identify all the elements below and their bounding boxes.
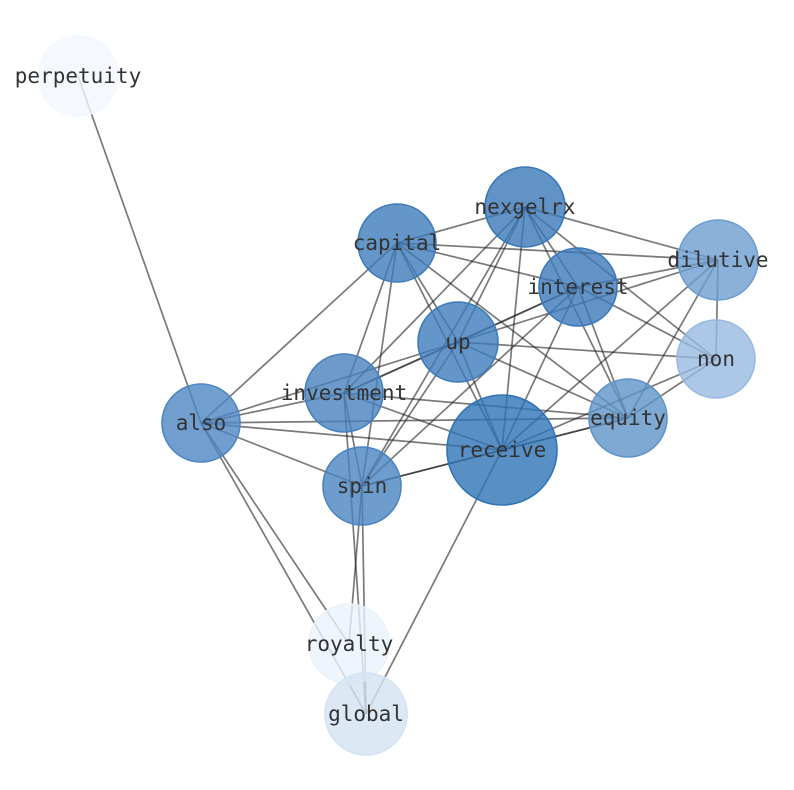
- edge-nexgelrx-investment: [343, 206, 526, 394]
- edge-also-capital: [200, 242, 398, 424]
- node-nexgelrx: [484, 166, 566, 248]
- node-also: [161, 383, 241, 463]
- label-interest: interest: [527, 275, 628, 299]
- node-interest: [538, 247, 618, 327]
- node-receive: [446, 394, 558, 506]
- node-dilutive: [677, 219, 759, 301]
- label-investment: investment: [281, 381, 407, 405]
- labels-layer: perpetuity nexgelrx capital dilutive interes…: [15, 64, 769, 726]
- label-non: non: [697, 347, 735, 371]
- label-equity: equity: [590, 406, 666, 430]
- label-global: global: [328, 702, 404, 726]
- label-dilutive: dilutive: [667, 248, 768, 272]
- label-up: up: [445, 330, 470, 354]
- nodes-layer: [37, 35, 759, 756]
- label-receive: receive: [458, 438, 547, 462]
- label-capital: capital: [353, 231, 442, 255]
- edge-non-up: [457, 341, 717, 360]
- label-nexgelrx: nexgelrx: [474, 195, 575, 219]
- label-also: also: [176, 411, 227, 435]
- node-spin: [322, 446, 402, 526]
- edge-capital-dilutive: [396, 242, 719, 261]
- node-up: [417, 301, 499, 383]
- node-non: [676, 319, 756, 399]
- edge-capital-spin: [361, 242, 398, 487]
- edge-also-royalty: [200, 422, 350, 645]
- label-spin: spin: [337, 474, 388, 498]
- node-global: [324, 672, 408, 756]
- edge-perpetuity-also: [77, 75, 202, 424]
- label-perpetuity: perpetuity: [15, 64, 141, 88]
- label-royalty: royalty: [305, 632, 394, 656]
- node-capital: [357, 203, 437, 283]
- node-perpetuity: [37, 35, 119, 117]
- node-equity: [588, 378, 668, 458]
- node-investment: [304, 353, 384, 433]
- edge-also-equity: [200, 417, 629, 424]
- edge-interest-spin: [361, 286, 579, 487]
